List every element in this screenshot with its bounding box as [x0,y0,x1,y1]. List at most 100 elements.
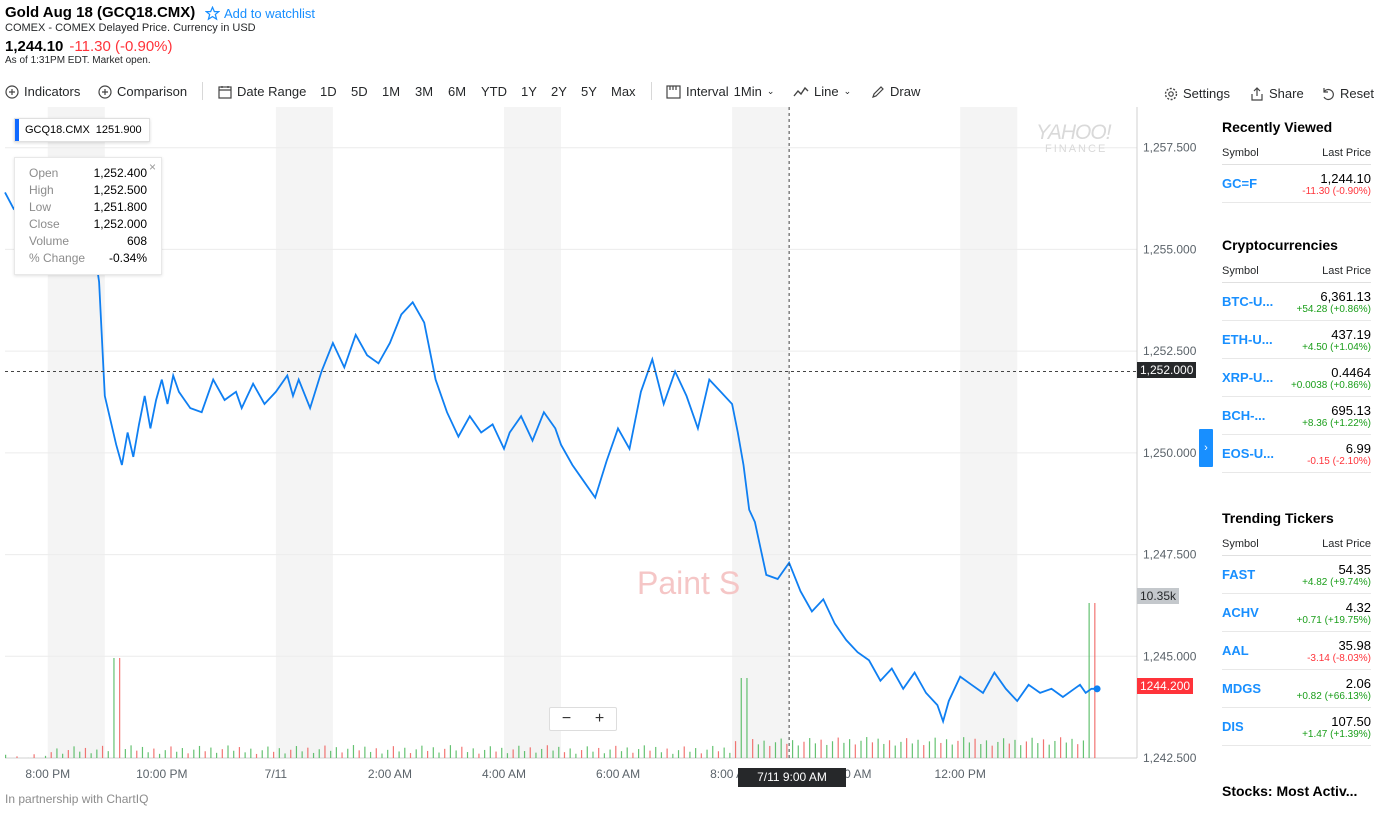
indicators-button[interactable]: Indicators [5,84,80,99]
interval-dropdown[interactable]: Interval 1Min ⌄ [666,84,774,99]
volume-bar [261,750,263,758]
ticker-symbol[interactable]: MDGS [1222,681,1261,696]
ticker-change: -11.30 (-0.90%) [1302,185,1371,197]
col-last-price: Last Price [1322,147,1371,159]
volume-bar [734,741,737,758]
volume-bar [814,743,816,758]
add-to-watchlist-button[interactable]: Add to watchlist [205,6,315,21]
ticker-symbol[interactable]: FAST [1222,567,1256,582]
range-5y-button[interactable]: 5Y [581,84,597,99]
range-1y-button[interactable]: 1Y [521,84,537,99]
ticker-symbol[interactable]: AAL [1222,643,1249,658]
chart-type-dropdown[interactable]: Line ⌄ [793,84,851,99]
volume-bar [900,741,902,758]
list-item[interactable]: FAST 54.35 +4.82 (+9.74%) [1222,556,1371,594]
list-item[interactable]: AAL 35.98 -3.14 (-8.03%) [1222,632,1371,670]
volume-bar [438,752,440,758]
ticker-symbol[interactable]: ACHV [1222,605,1259,620]
volume-bar [849,739,851,758]
volume-bar [985,740,988,758]
volume-bar [820,739,822,758]
list-item[interactable]: MDGS 2.06 +0.82 (+66.13%) [1222,670,1371,708]
volume-bar [113,658,115,758]
range-1d-button[interactable]: 1D [320,84,337,99]
crosshair-date-tag: 7/11 9:00 AM [738,768,846,787]
volume-tag: 10.35k [1137,588,1180,604]
volume-bar [221,749,223,758]
volume-bar [877,738,879,758]
settings-label: Settings [1183,86,1230,101]
ticker-symbol[interactable]: EOS-U... [1222,446,1275,461]
time-band [732,107,790,758]
list-item[interactable]: BTC-U... 6,361.13 +54.28 (+0.86%) [1222,283,1371,321]
ohlc-tooltip: × Open 1,252.400 High 1,252.500 Low 1,251.8… [14,157,162,275]
ticker-symbol[interactable]: GC=F [1222,176,1258,191]
range-3m-button[interactable]: 3M [415,84,433,99]
comparison-button[interactable]: Comparison [98,84,187,99]
list-item[interactable]: GC=F 1,244.10 -11.30 (-0.90%) [1222,165,1371,203]
volume-bar [67,750,69,758]
range-max-button[interactable]: Max [611,84,636,99]
list-item[interactable]: ACHV 4.32 +0.71 (+19.75%) [1222,594,1371,632]
chart-type-label: Line [814,84,839,99]
volume-bar [854,744,856,758]
settings-button[interactable]: Settings [1164,86,1230,101]
volume-bar [1094,603,1096,758]
zoom-out-button[interactable]: − [561,710,572,727]
volume-bar [193,749,195,758]
reset-button[interactable]: Reset [1321,86,1374,101]
range-5d-button[interactable]: 5D [351,84,368,99]
volume-bar [917,739,919,758]
x-tick-label: 10:00 PM [136,767,187,781]
draw-button[interactable]: Draw [871,84,920,99]
ticker-change: +0.71 (+19.75%) [1296,614,1372,626]
date-range-button[interactable]: Date Range [218,84,306,99]
volume-bar [227,745,229,758]
ticker-symbol[interactable]: BTC-U... [1222,294,1274,309]
paint-watermark: Paint S [637,565,741,601]
volume-bar [489,746,491,758]
ticker-last: 2.06 [1345,675,1371,691]
list-item[interactable]: ETH-U... 437.19 +4.50 (+1.04%) [1222,321,1371,359]
close-icon[interactable]: × [148,160,156,174]
range-1m-button[interactable]: 1M [382,84,400,99]
list-item[interactable]: XRP-U... 0.4464 +0.0038 (+0.86%) [1222,359,1371,397]
series-symbol-tag[interactable]: GCQ18.CMX 1251.900 [14,118,150,142]
volume-bar [1042,739,1045,758]
range-2y-button[interactable]: 2Y [551,84,567,99]
expand-panel-button[interactable]: › [1199,429,1213,467]
volume-bar [96,749,98,758]
volume-bar [541,748,543,758]
price-chart[interactable]: 1,257.500 1,255.000 1,252.500 1,250.000 1,24… [0,107,1200,792]
ohlc-row-high: High 1,252.500 [29,183,147,200]
ticker-symbol[interactable]: BCH-... [1222,408,1266,423]
y-tick-label: 1,247.500 [1143,548,1197,562]
share-button[interactable]: Share [1250,86,1304,101]
range-ytd-button[interactable]: YTD [481,84,507,99]
volume-bar [620,751,623,758]
volume-bar [598,747,600,758]
list-item[interactable]: EOS-U... 6.99 -0.15 (-2.10%) [1222,435,1371,473]
range-6m-button[interactable]: 6M [448,84,466,99]
interval-label: Interval [686,84,729,99]
volume-bar [928,741,931,758]
volume-bar [130,745,132,758]
ticker-last: 6.99 [1345,440,1371,456]
volume-bar [923,745,925,758]
time-band [960,107,1018,758]
volume-bar [387,749,389,758]
ticker-symbol[interactable]: ETH-U... [1222,332,1273,347]
list-item[interactable]: DIS 107.50 +1.47 (+1.39%) [1222,708,1371,746]
list-item[interactable]: BCH-... 695.13 +8.36 (+1.22%) [1222,397,1371,435]
volume-bar [980,744,982,758]
volume-bar [244,752,246,758]
volume-bar [267,746,269,758]
ticker-symbol[interactable]: XRP-U... [1222,370,1274,385]
time-band [503,107,562,758]
col-symbol: Symbol [1222,147,1259,159]
volume-bar [906,738,908,758]
volume-bar [381,753,383,758]
zoom-in-button[interactable]: + [594,710,605,727]
y-tick-label: 1,257.500 [1143,141,1197,155]
ticker-symbol[interactable]: DIS [1222,719,1244,734]
